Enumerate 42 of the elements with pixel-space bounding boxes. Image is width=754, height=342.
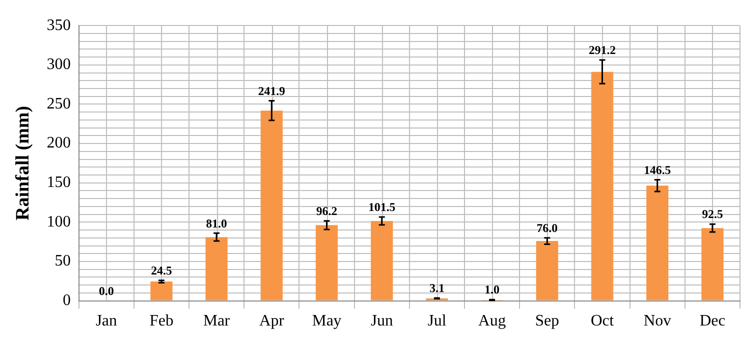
x-tick-label: Sep — [535, 312, 560, 330]
y-tick-label: 50 — [54, 252, 71, 270]
y-axis-title: Rainfall (mm) — [12, 106, 34, 220]
bar — [591, 72, 614, 300]
y-tick-label: 300 — [46, 56, 71, 74]
data-label: 81.0 — [206, 216, 228, 230]
bar — [206, 237, 228, 300]
data-label: 96.2 — [316, 204, 338, 218]
bar — [260, 110, 283, 300]
y-tick-label: 150 — [46, 174, 71, 192]
data-label: 3.1 — [429, 281, 444, 296]
data-label: 24.5 — [150, 263, 172, 278]
data-label: 76.0 — [536, 220, 558, 235]
bar — [536, 241, 558, 300]
y-tick-label: 0 — [62, 292, 71, 310]
y-tick-label: 250 — [46, 95, 71, 112]
bar — [370, 220, 393, 300]
x-tick-label: Mar — [203, 312, 231, 330]
x-tick-label: Apr — [259, 312, 285, 330]
bar — [646, 186, 668, 300]
data-label: 241.9 — [258, 84, 286, 98]
x-tick-label: Aug — [478, 312, 506, 330]
data-label: 0.0 — [98, 284, 114, 298]
data-label: 291.2 — [588, 43, 616, 58]
x-tick-label: Nov — [644, 312, 672, 330]
bar — [150, 282, 172, 300]
data-label: 146.5 — [644, 162, 671, 177]
bar — [316, 225, 338, 300]
data-label: 1.0 — [484, 282, 500, 297]
x-tick-label: Jul — [428, 312, 447, 330]
x-tick-label: Oct — [590, 312, 614, 330]
data-label: 92.5 — [702, 207, 723, 222]
x-tick-label: Jun — [370, 312, 393, 330]
x-tick-label: May — [312, 312, 342, 330]
data-label: 101.5 — [368, 200, 396, 214]
y-tick-label: 100 — [46, 213, 71, 230]
x-tick-label: Jan — [96, 312, 118, 330]
x-tick-label: Feb — [149, 312, 174, 330]
y-tick-label: 350 — [46, 16, 71, 34]
y-tick-label: 200 — [46, 134, 71, 152]
x-tick-label: Dec — [700, 312, 726, 330]
bar — [701, 228, 724, 300]
